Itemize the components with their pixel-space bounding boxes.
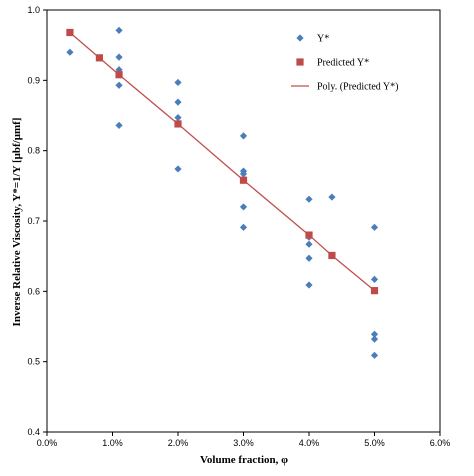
x-tick-label: 4.0%: [299, 438, 320, 448]
legend-square-swatch: [296, 58, 304, 66]
data-point-y-star: [115, 81, 123, 89]
data-point-y-star: [328, 193, 336, 201]
y-tick-label: 0.9: [27, 75, 40, 85]
data-point-y-star: [174, 78, 182, 87]
data-point-y-star: [370, 335, 379, 343]
data-point-predicted: [305, 231, 313, 239]
data-point-predicted: [370, 287, 379, 295]
legend-label: Poly. (Predicted Y*): [317, 82, 398, 93]
data-point-y-star: [115, 26, 123, 34]
data-point-predicted: [239, 176, 248, 184]
y-tick-label: 0.5: [27, 357, 40, 367]
data-point-y-star: [174, 98, 182, 106]
x-tick-label: 6.0%: [430, 438, 451, 448]
plot-area: [46, 9, 441, 433]
data-point-y-star: [115, 53, 123, 61]
data-point-y-star: [66, 48, 74, 56]
x-tick-label: 5.0%: [364, 438, 385, 448]
data-point-y-star: [174, 114, 182, 122]
plot-border: [46, 9, 441, 433]
x-axis: 0.0% 1.0% 2.0% 3.0% 4.0% 5.0% 6.0%: [37, 432, 451, 448]
data-point-y-star: [370, 275, 379, 283]
x-tick-label: 1.0%: [102, 438, 123, 448]
x-tick-label: 3.0%: [233, 438, 254, 448]
data-point-predicted: [115, 71, 123, 79]
data-point-y-star: [370, 223, 379, 231]
y-tick-label: 0.6: [27, 286, 40, 296]
x-tick-label: 2.0%: [168, 438, 189, 448]
y-axis: 0.4 0.5 0.6 0.7 0.8 0.9 1.0: [27, 5, 47, 437]
data-point-y-star: [370, 351, 379, 359]
data-point-y-star: [239, 132, 248, 140]
x-axis-title: Volume fraction, φ: [200, 454, 288, 466]
data-point-y-star: [305, 195, 313, 203]
data-series: [66, 26, 379, 359]
data-point-y-star: [305, 240, 313, 248]
data-point-predicted: [66, 28, 74, 37]
data-point-predicted: [174, 120, 182, 128]
y-tick-label: 0.4: [27, 427, 40, 437]
y-tick-label: 1.0: [27, 5, 40, 15]
data-point-predicted: [95, 54, 103, 62]
data-point-y-star: [239, 203, 248, 211]
legend-label: Predicted Y*: [317, 58, 369, 69]
data-point-y-star: [115, 121, 123, 129]
y-tick-label: 0.7: [27, 216, 40, 226]
y-tick-label: 0.8: [27, 146, 40, 156]
data-point-y-star: [305, 281, 313, 289]
data-point-y-star: [370, 330, 379, 338]
data-point-y-star: [239, 170, 248, 178]
legend-label: Y*: [317, 34, 329, 45]
data-point-y-star: [239, 223, 248, 231]
data-point-y-star: [305, 254, 313, 262]
legend-diamond-swatch: [296, 34, 304, 42]
data-point-predicted: [328, 251, 336, 260]
data-point-y-star: [174, 165, 182, 173]
y-axis-title: Inverse Relative Viscosity, Y*=1/Y [μbf/…: [11, 118, 23, 327]
x-tick-label: 0.0%: [37, 438, 58, 448]
legend: Y* Predicted Y* Poly. (Predicted Y*): [291, 34, 398, 93]
